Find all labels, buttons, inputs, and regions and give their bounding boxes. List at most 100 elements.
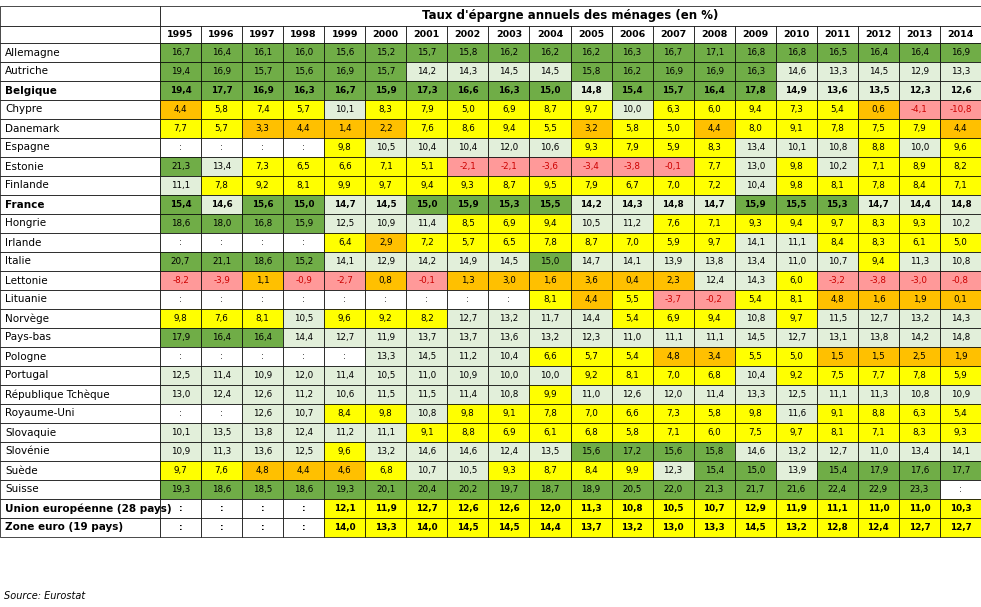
- Text: 7,1: 7,1: [954, 181, 967, 190]
- Text: 10,9: 10,9: [171, 447, 190, 456]
- Text: 6,7: 6,7: [625, 181, 639, 190]
- Text: 15,7: 15,7: [417, 48, 437, 57]
- Bar: [489, 252, 530, 271]
- Bar: [365, 43, 406, 62]
- Text: 0,8: 0,8: [379, 276, 392, 285]
- Bar: [489, 499, 530, 518]
- Bar: [857, 138, 899, 157]
- Text: Autriche: Autriche: [5, 67, 49, 76]
- Bar: [284, 62, 324, 81]
- Bar: [776, 347, 817, 366]
- Bar: [201, 271, 242, 290]
- Bar: [530, 157, 571, 176]
- Text: 7,6: 7,6: [215, 314, 229, 323]
- Text: 16,4: 16,4: [253, 333, 272, 342]
- Bar: [857, 309, 899, 328]
- Bar: [817, 499, 857, 518]
- Bar: [406, 480, 447, 499]
- Bar: [940, 385, 981, 404]
- Text: 16,2: 16,2: [623, 67, 642, 76]
- Text: 9,7: 9,7: [790, 314, 803, 323]
- Text: 6,9: 6,9: [502, 428, 516, 437]
- Bar: [530, 385, 571, 404]
- Text: :: :: [220, 238, 223, 247]
- Bar: [489, 138, 530, 157]
- Text: 7,1: 7,1: [379, 162, 392, 171]
- Text: 12,0: 12,0: [663, 390, 683, 399]
- Bar: [160, 100, 201, 119]
- Text: 11,7: 11,7: [541, 314, 559, 323]
- Bar: [406, 499, 447, 518]
- Text: :: :: [220, 295, 223, 304]
- Bar: [489, 43, 530, 62]
- Text: 12,9: 12,9: [376, 257, 395, 266]
- Text: 8,3: 8,3: [912, 428, 926, 437]
- Bar: [776, 26, 817, 43]
- Bar: [857, 81, 899, 100]
- Text: 14,8: 14,8: [580, 86, 601, 95]
- Bar: [940, 43, 981, 62]
- Text: 2013: 2013: [906, 30, 933, 39]
- Text: 6,6: 6,6: [625, 409, 639, 418]
- Text: 9,8: 9,8: [461, 409, 475, 418]
- Text: 16,3: 16,3: [498, 86, 520, 95]
- Bar: [694, 442, 735, 461]
- Bar: [406, 157, 447, 176]
- Bar: [0, 461, 160, 480]
- Text: 1,1: 1,1: [256, 276, 270, 285]
- Bar: [652, 271, 694, 290]
- Bar: [530, 347, 571, 366]
- Text: 6,9: 6,9: [666, 314, 680, 323]
- Text: 15,5: 15,5: [786, 200, 807, 209]
- Text: 13,5: 13,5: [541, 447, 560, 456]
- Bar: [201, 138, 242, 157]
- Text: 15,4: 15,4: [704, 466, 724, 475]
- Bar: [365, 26, 406, 43]
- Text: 15,7: 15,7: [662, 86, 684, 95]
- Text: -4,1: -4,1: [911, 105, 928, 114]
- Bar: [857, 100, 899, 119]
- Bar: [735, 176, 776, 195]
- Text: 1,6: 1,6: [543, 276, 557, 285]
- Text: 1,9: 1,9: [912, 295, 926, 304]
- Bar: [694, 138, 735, 157]
- Text: 11,1: 11,1: [376, 428, 395, 437]
- Bar: [857, 233, 899, 252]
- Bar: [530, 81, 571, 100]
- Text: 11,4: 11,4: [336, 371, 354, 380]
- Bar: [284, 499, 324, 518]
- Bar: [160, 461, 201, 480]
- Text: 20,5: 20,5: [622, 485, 642, 494]
- Text: 15,8: 15,8: [458, 48, 478, 57]
- Bar: [571, 43, 611, 62]
- Bar: [0, 6, 160, 26]
- Bar: [940, 138, 981, 157]
- Bar: [611, 195, 652, 214]
- Text: 12,6: 12,6: [457, 504, 479, 513]
- Bar: [817, 385, 857, 404]
- Bar: [406, 404, 447, 423]
- Bar: [160, 366, 201, 385]
- Bar: [447, 26, 489, 43]
- Bar: [940, 461, 981, 480]
- Bar: [857, 442, 899, 461]
- Bar: [940, 290, 981, 309]
- Text: 5,4: 5,4: [831, 105, 845, 114]
- Bar: [940, 81, 981, 100]
- Text: 6,3: 6,3: [912, 409, 926, 418]
- Text: :: :: [507, 295, 510, 304]
- Text: 7,3: 7,3: [790, 105, 803, 114]
- Text: 14,8: 14,8: [662, 200, 684, 209]
- Text: 6,8: 6,8: [707, 371, 721, 380]
- Text: 8,4: 8,4: [584, 466, 597, 475]
- Text: 14,2: 14,2: [417, 67, 437, 76]
- Text: :: :: [261, 504, 265, 513]
- Bar: [571, 271, 611, 290]
- Bar: [530, 195, 571, 214]
- Bar: [776, 195, 817, 214]
- Text: 13,3: 13,3: [375, 523, 396, 532]
- Text: 4,4: 4,4: [585, 295, 597, 304]
- Bar: [324, 518, 365, 537]
- Text: 8,1: 8,1: [543, 295, 557, 304]
- Text: :: :: [261, 143, 264, 152]
